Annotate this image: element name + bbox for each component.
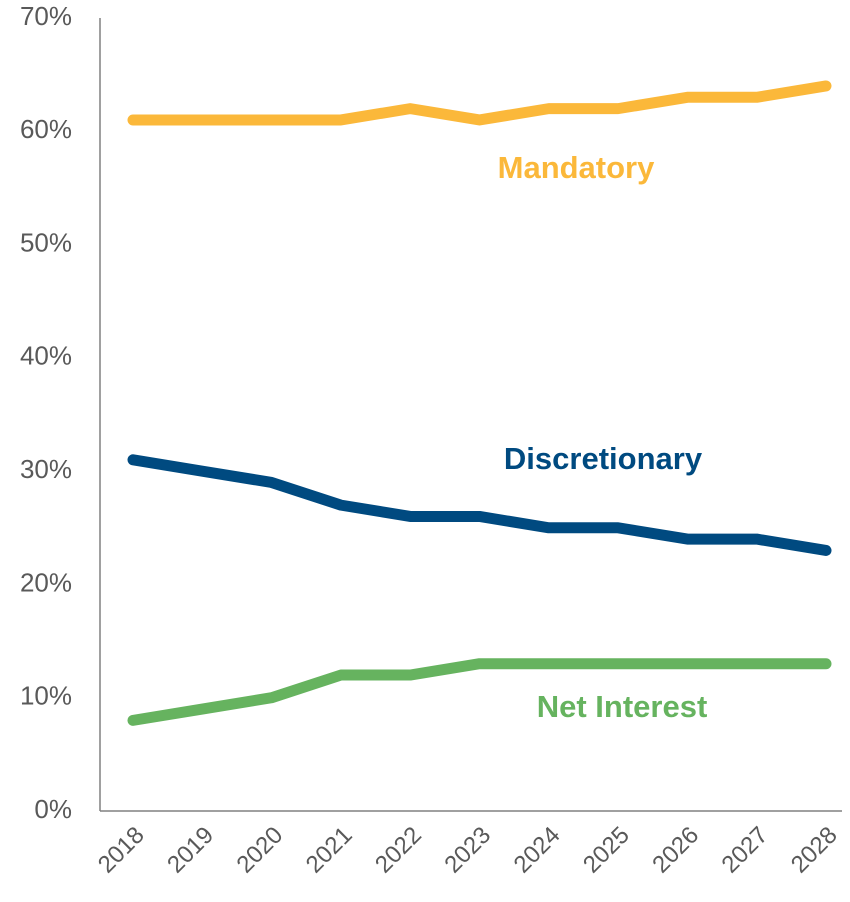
series-label: Discretionary xyxy=(504,441,703,476)
y-tick-label: 70% xyxy=(20,1,72,31)
y-tick-label: 60% xyxy=(20,114,72,144)
x-tick-label: 2021 xyxy=(301,822,358,879)
y-tick-label: 20% xyxy=(20,567,72,597)
x-tick-label: 2024 xyxy=(509,822,566,879)
y-tick-label: 40% xyxy=(20,341,72,371)
series-label: Net Interest xyxy=(537,689,708,724)
x-tick-label: 2019 xyxy=(162,822,219,879)
series-line xyxy=(127,80,832,126)
x-tick-label: 2027 xyxy=(717,822,774,879)
x-tick-label: 2020 xyxy=(231,822,288,879)
series-line xyxy=(127,454,832,556)
y-tick-label: 50% xyxy=(20,227,72,257)
series-line xyxy=(127,658,832,726)
x-tick-label: 2026 xyxy=(647,822,704,879)
x-tick-label: 2023 xyxy=(439,822,496,879)
y-tick-label: 30% xyxy=(20,454,72,484)
y-tick-label: 0% xyxy=(34,794,72,824)
x-tick-label: 2022 xyxy=(370,822,427,879)
y-tick-label: 10% xyxy=(20,681,72,711)
x-tick-label: 2018 xyxy=(93,822,150,879)
x-tick-label: 2028 xyxy=(786,822,843,879)
x-tick-label: 2025 xyxy=(578,822,635,879)
series-label: Mandatory xyxy=(498,150,656,185)
